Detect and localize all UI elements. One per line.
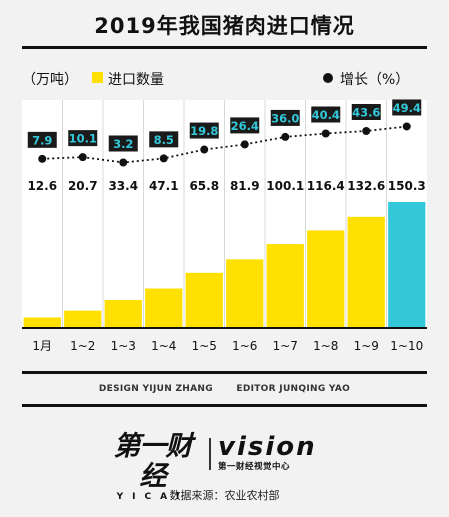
growth-point xyxy=(281,132,290,141)
growth-line-series xyxy=(38,122,411,167)
editor-credit: EDITOR JUNQING YAO xyxy=(236,384,351,394)
growth-point xyxy=(240,140,249,149)
data-source: 数据来源：农业农村部 xyxy=(169,489,280,502)
legend-bar-label: 进口数量 xyxy=(108,72,164,88)
growth-point xyxy=(200,145,209,154)
growth-point xyxy=(362,126,371,135)
growth-label-box xyxy=(68,130,98,147)
bar xyxy=(104,300,142,328)
x-axis-ticks: 1月 1~2 1~3 1~4 1~5 1~6 1~7 1~8 1~9 1~10 xyxy=(32,339,423,353)
growth-point xyxy=(38,154,47,163)
bar xyxy=(185,272,223,328)
value-label: 33.4 xyxy=(108,179,138,193)
growth-label-box xyxy=(311,106,341,123)
top-rule xyxy=(22,46,427,49)
legend-bar-unit: （万吨） xyxy=(22,72,78,88)
growth-point xyxy=(78,153,87,162)
yicai-logo: 第一财经 YICAI xyxy=(105,431,200,503)
value-label: 65.8 xyxy=(189,179,219,193)
growth-label: 19.8 xyxy=(190,124,218,138)
growth-label: 10.1 xyxy=(69,132,97,146)
x-tick-label: 1~6 xyxy=(232,339,257,353)
logo-bar: 第一财经 YICAI vision 第一财经视觉中心 xyxy=(0,432,449,503)
growth-label: 49.4 xyxy=(393,101,421,115)
growth-point xyxy=(159,154,168,163)
logo-separator xyxy=(209,438,211,470)
vision-logo: vision 第一财经视觉中心 xyxy=(218,432,348,472)
growth-label: 8.5 xyxy=(154,133,174,147)
value-label: 100.1 xyxy=(266,179,304,193)
x-tick-label: 1~5 xyxy=(192,339,217,353)
vision-logo-sub: 第一财经视觉中心 xyxy=(218,462,291,472)
growth-label: 26.4 xyxy=(231,119,259,133)
growth-label: 43.6 xyxy=(352,105,380,119)
value-label: 116.4 xyxy=(307,179,345,193)
x-tick-label: 1月 xyxy=(32,339,52,353)
bar xyxy=(307,230,345,328)
x-tick-label: 1~2 xyxy=(70,339,95,353)
bar-series xyxy=(23,202,426,328)
page-title: 2019年我国猪肉进口情况 xyxy=(94,14,355,38)
credits-bottom-rule xyxy=(22,404,427,407)
credits-top-rule xyxy=(22,371,427,374)
growth-label-box xyxy=(230,117,260,134)
growth-label-box xyxy=(189,122,219,139)
growth-label-box xyxy=(108,135,138,152)
bar xyxy=(64,310,102,328)
x-tick-label: 1~7 xyxy=(273,339,298,353)
value-label: 47.1 xyxy=(149,179,179,193)
value-label: 20.7 xyxy=(68,179,98,193)
yicai-logo-text: 第一财经 xyxy=(113,431,193,492)
bar xyxy=(226,259,264,328)
value-labels: 12.6 20.7 33.4 47.1 65.8 81.9 100.1 116.4 132.6 1… xyxy=(27,179,425,193)
growth-label: 7.9 xyxy=(32,133,52,147)
value-label: 150.3 xyxy=(388,179,426,193)
growth-label: 40.4 xyxy=(312,108,340,122)
growth-point xyxy=(402,122,411,131)
value-label: 12.6 xyxy=(27,179,57,193)
value-label: 81.9 xyxy=(230,179,260,193)
growth-label-box xyxy=(270,109,300,126)
x-tick-label: 1~4 xyxy=(151,339,176,353)
x-tick-label: 1~9 xyxy=(354,339,379,353)
growth-label-box xyxy=(149,131,179,148)
gridlines xyxy=(62,100,387,328)
chart: 7.9 10.1 3.2 8.5 19.8 26.4 36.0 40.4 43.6 49.4 12… xyxy=(22,72,427,353)
value-label: 132.6 xyxy=(347,179,385,193)
legend: （万吨） 进口数量 增长（%） xyxy=(22,72,409,88)
growth-label-box xyxy=(27,131,57,148)
credits: DESIGN YIJUN ZHANG EDITOR JUNQING YAO xyxy=(0,384,449,394)
growth-label: 36.0 xyxy=(271,111,299,125)
x-tick-label: 1~3 xyxy=(111,339,136,353)
yicai-logo-sub: YICAI xyxy=(116,492,189,502)
growth-label-box xyxy=(392,99,422,116)
bar xyxy=(266,244,304,328)
vision-logo-text: vision xyxy=(218,432,317,462)
growth-point xyxy=(321,129,330,138)
growth-label: 3.2 xyxy=(113,137,133,151)
bar xyxy=(347,216,385,328)
growth-labels: 7.9 10.1 3.2 8.5 19.8 26.4 36.0 40.4 43.6 49.4 xyxy=(27,99,422,152)
design-credit: DESIGN YIJUN ZHANG xyxy=(98,384,213,394)
growth-point xyxy=(119,158,128,167)
x-tick-label: 1~10 xyxy=(390,339,423,353)
legend-bar-swatch xyxy=(92,72,103,83)
growth-line-path xyxy=(42,125,407,164)
bar xyxy=(388,202,426,328)
bar xyxy=(23,317,61,328)
growth-label-box xyxy=(351,103,381,120)
legend-line-swatch xyxy=(323,73,333,83)
x-tick-label: 1~8 xyxy=(313,339,338,353)
bar xyxy=(145,288,183,328)
legend-line-label: 增长（%） xyxy=(340,72,409,88)
